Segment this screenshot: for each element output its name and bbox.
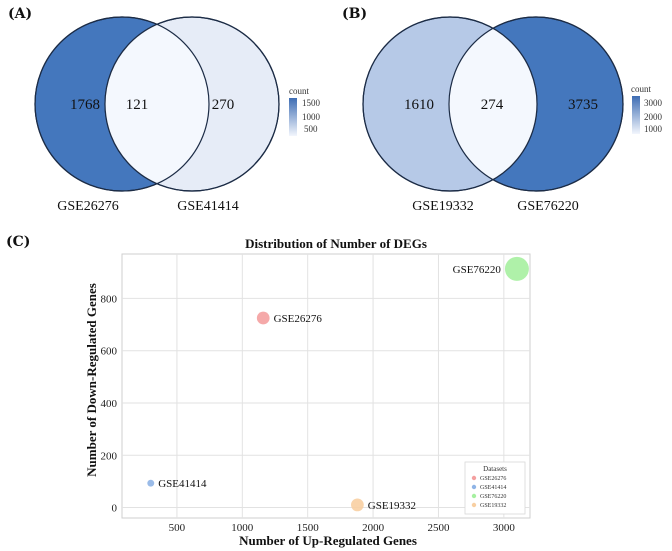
venn-a-legend-tick: 500 xyxy=(304,124,318,134)
venn-b-right-outline xyxy=(448,16,624,192)
y-tick-label: 400 xyxy=(101,398,118,410)
venn-b-overlap-count: 274 xyxy=(481,97,504,113)
venn-a-legend-title: count xyxy=(289,86,309,96)
y-tick-label: 200 xyxy=(101,450,118,462)
ticks-y: 0 200 400 600 800 xyxy=(101,293,118,514)
scatter-xlabel: Number of Up-Regulated Genes xyxy=(239,533,417,548)
legend-label: GSE19332 xyxy=(480,503,506,509)
y-tick-label: 600 xyxy=(101,346,118,358)
legend-marker xyxy=(471,484,477,490)
venn-a-left-set-label: GSE26276 xyxy=(57,199,118,214)
venn-a-right-outline xyxy=(104,16,280,192)
venn-b-left-set-label: GSE19332 xyxy=(412,199,473,214)
venn-a-right-set-label: GSE41414 xyxy=(177,199,238,214)
point-label: GSE76220 xyxy=(453,264,502,276)
legend-marker xyxy=(471,475,477,481)
venn-b-legend-title: count xyxy=(631,84,651,94)
venn-b-right-set-label: GSE76220 xyxy=(517,199,578,214)
x-tick-label: 1500 xyxy=(297,522,320,534)
scatter-legend: Datasets GSE26276 GSE41414 GSE76220 GSE1933… xyxy=(464,461,526,515)
legend-marker xyxy=(471,502,477,508)
venn-a-overlap-count: 121 xyxy=(126,97,149,113)
x-tick-label: 500 xyxy=(169,522,186,534)
scatter-point-gse19332 xyxy=(351,498,364,512)
scatter-point-gse41414 xyxy=(147,479,155,487)
venn-b: 1610 274 3735 GSE19332 GSE76220 count 30… xyxy=(362,16,663,214)
panel-label-a: (A) xyxy=(8,6,33,22)
venn-b-legend-tick: 2000 xyxy=(644,112,663,122)
venn-a-legend-tick: 1000 xyxy=(302,112,321,122)
venn-b-legend-tick: 1000 xyxy=(644,124,663,134)
point-label: GSE19332 xyxy=(368,500,416,512)
grid-y xyxy=(122,297,530,509)
legend-marker xyxy=(471,493,477,499)
x-tick-label: 2500 xyxy=(427,522,450,534)
ticks-x: 500 1000 1500 2000 2500 3000 xyxy=(169,522,516,534)
venn-b-right-count: 3735 xyxy=(568,97,598,113)
scatter-point-gse26276 xyxy=(256,311,270,325)
venn-b-overlap xyxy=(449,17,537,191)
venn-a: 1768 121 270 GSE26276 GSE41414 count 150… xyxy=(34,16,321,214)
panel-label-b: (B) xyxy=(342,6,368,22)
venn-a-right-count: 270 xyxy=(212,97,235,113)
scatter-chart: Distribution of Number of DEGs Number of… xyxy=(84,236,531,548)
venn-b-legend: count 3000 2000 1000 xyxy=(631,84,663,134)
venn-b-legend-tick: 3000 xyxy=(644,98,663,108)
x-tick-label: 3000 xyxy=(493,522,516,534)
legend-label: GSE41414 xyxy=(480,485,506,491)
venn-a-left-count: 1768 xyxy=(70,97,100,113)
x-tick-label: 1000 xyxy=(231,522,254,534)
venn-a-legend-bar xyxy=(289,98,297,136)
scatter-legend-items: GSE26276 GSE41414 GSE76220 GSE19332 xyxy=(471,475,506,509)
scatter-points: GSE26276 GSE41414 GSE76220 GSE19332 xyxy=(147,256,529,512)
panel-label-c: (C) xyxy=(6,234,31,250)
y-tick-label: 800 xyxy=(101,293,118,305)
venn-a-legend: count 1500 1000 500 xyxy=(289,86,321,136)
venn-b-left-outline xyxy=(362,16,538,192)
scatter-legend-title: Datasets xyxy=(483,465,507,473)
legend-label: GSE26276 xyxy=(480,476,506,482)
point-label: GSE26276 xyxy=(274,313,323,325)
venn-a-overlap xyxy=(105,17,209,191)
venn-b-left-count: 1610 xyxy=(404,97,434,113)
venn-a-left-outline xyxy=(34,16,210,192)
y-tick-label: 0 xyxy=(112,503,118,515)
x-tick-label: 2000 xyxy=(362,522,385,534)
scatter-ylabel: Number of Down-Regulated Genes xyxy=(84,283,99,477)
scatter-title: Distribution of Number of DEGs xyxy=(245,236,427,251)
venn-a-legend-tick: 1500 xyxy=(302,98,321,108)
venn-b-legend-bar xyxy=(632,96,640,134)
scatter-point-gse76220 xyxy=(504,256,529,281)
legend-label: GSE76220 xyxy=(480,494,506,500)
point-label: GSE41414 xyxy=(158,478,207,490)
